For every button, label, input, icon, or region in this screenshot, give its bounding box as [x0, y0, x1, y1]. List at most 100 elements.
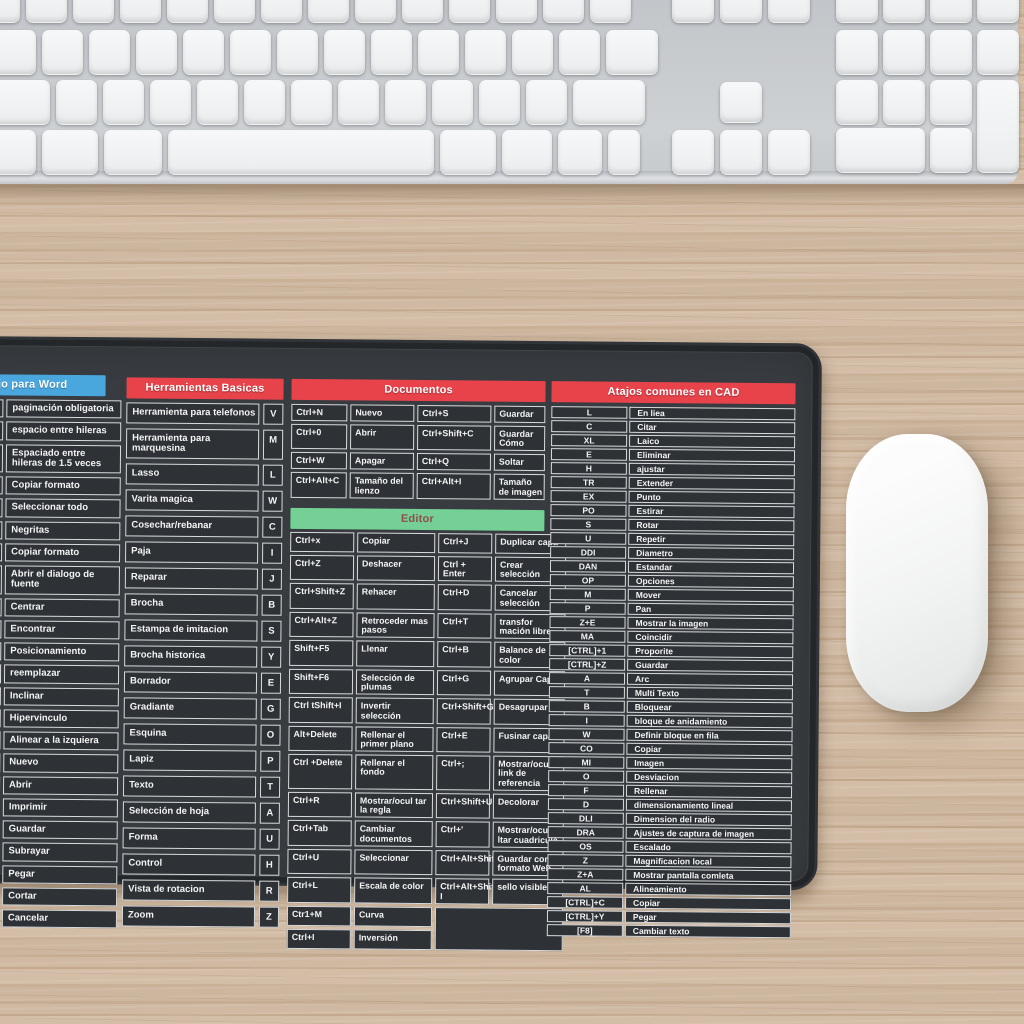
- cad-action-cell: Magnificacion local: [625, 854, 792, 869]
- editor-action-cell: Selección de plumas: [355, 669, 435, 696]
- word-key-cell: [0, 686, 1, 706]
- cad-shortcut-cell: O: [548, 770, 625, 783]
- editor-action-cell: Llenar: [356, 640, 435, 667]
- editor-shortcut-cell: Shift+F5: [289, 640, 354, 667]
- keyboard-key: [338, 80, 379, 124]
- tool-row: Brocha historica Y: [124, 645, 282, 668]
- editor-action-cell: Rehacer: [356, 583, 435, 610]
- keyboard-key: [42, 30, 83, 74]
- tool-key-cell: B: [261, 594, 282, 616]
- cad-shortcut-cell: CO: [548, 742, 625, 755]
- cad-shortcut-cell: [F8]: [546, 924, 623, 937]
- cad-action-cell: Estandar: [627, 560, 795, 575]
- cad-shortcut-cell: E: [550, 448, 628, 461]
- tool-key-cell: C: [262, 516, 283, 538]
- cad-action-cell: Eliminar: [628, 448, 796, 463]
- keyboard-key: [89, 30, 130, 74]
- word-action-cell: Abrir: [3, 775, 119, 796]
- editor-shortcut-cell: Ctrl+I: [286, 928, 351, 950]
- keyboard-key: [930, 80, 972, 124]
- document-action-cell: Guardar Cómo: [494, 425, 546, 452]
- cad-action-cell: Estirar: [628, 504, 795, 519]
- documents-table: Ctrl+N Nuevo Ctrl+S Guardar Ctrl+0 Abrir Ctrl+…: [290, 403, 546, 501]
- document-action-cell: Guardar: [494, 405, 546, 424]
- keyboard-key: [720, 0, 762, 22]
- keyboard-key: [73, 0, 114, 22]
- word-key-cell: [0, 497, 3, 517]
- word-action-cell: Guardar: [2, 820, 118, 840]
- tool-key-cell: T: [259, 776, 281, 798]
- cad-shortcut-cell: B: [548, 700, 625, 713]
- word-shortcuts-column: e atajo para Word paginación obligatoria…: [0, 373, 122, 929]
- cad-action-cell: Mover: [627, 588, 794, 603]
- cad-action-cell: Pan: [627, 602, 794, 617]
- cad-shortcut-cell: U: [550, 532, 627, 545]
- tool-row: Borrador E: [123, 671, 282, 694]
- editor-action-cell: Deshacer: [356, 555, 436, 582]
- keyboard-key: [418, 30, 459, 74]
- keyboard-key: [214, 0, 255, 22]
- tool-key-cell: U: [259, 828, 280, 850]
- tool-name-cell: Control: [122, 853, 256, 876]
- keyboard-key: [977, 0, 1019, 22]
- cad-shortcut-cell: L: [551, 406, 628, 419]
- word-action-cell: Nuevo: [3, 753, 119, 773]
- tool-name-cell: Herramienta para telefonos: [126, 402, 260, 425]
- keyboard-key: [559, 30, 600, 74]
- word-action-cell: Encontrar: [4, 620, 120, 640]
- tool-row: Selección de hoja A: [122, 801, 280, 824]
- editor-shortcut-cell: Ctrl+Shift+G: [436, 698, 494, 725]
- cad-shortcut-cell: PO: [550, 504, 627, 517]
- tools-column-header: Herramientas Basicas: [126, 377, 284, 400]
- tool-row: Control H: [122, 853, 280, 876]
- word-action-cell: Posicionamiento: [4, 642, 120, 662]
- basic-tools-table: Herramienta para telefonos V Herramienta p…: [121, 402, 284, 928]
- tool-name-cell: Brocha: [124, 593, 258, 616]
- tool-row: Lasso L: [125, 463, 283, 486]
- document-shortcut-cell: Ctrl+W: [290, 452, 347, 470]
- editor-shortcut-cell: Ctrl +Delete: [288, 754, 353, 790]
- word-action-cell: Imprimir: [2, 798, 118, 818]
- document-shortcut-cell: Ctrl+N: [291, 403, 348, 422]
- cad-action-cell: Rellenar: [626, 784, 793, 799]
- keyboard-key: [883, 30, 925, 74]
- word-action-cell: Copiar formato: [5, 476, 121, 496]
- keyboard-key: [768, 130, 810, 174]
- keyboard-key: [502, 130, 552, 174]
- tool-key-cell: Y: [261, 646, 282, 668]
- cad-shortcut-cell: S: [550, 518, 627, 531]
- keyboard-key: [261, 0, 302, 22]
- keyboard-key: [449, 0, 490, 22]
- cad-action-cell: Arc: [626, 672, 794, 687]
- editor-shortcut-cell: Alt+Delete: [288, 725, 353, 752]
- cad-action-cell: bloque de anidamiento: [626, 714, 793, 729]
- editor-shortcut-cell: Ctrl+D: [437, 584, 492, 611]
- editor-action-cell: Copiar: [357, 532, 436, 554]
- documents-editor-column: Documentos Ctrl+N Nuevo Ctrl+S Guardar Ctrl+…: [286, 378, 567, 952]
- word-action-cell: Centrar: [4, 597, 120, 618]
- cad-shortcut-cell: DAN: [549, 560, 627, 573]
- cad-action-cell: Citar: [629, 420, 796, 435]
- tool-key-cell: A: [259, 802, 280, 824]
- cad-action-cell: Diametro: [628, 546, 795, 561]
- document-action-cell: Abrir: [350, 424, 415, 451]
- tool-name-cell: Forma: [122, 827, 256, 850]
- editor-shortcut-cell: Ctrl+Alt+Z: [289, 611, 354, 638]
- keyboard-key: [371, 30, 412, 74]
- editor-action-cell: Rellenar el fondo: [355, 754, 434, 791]
- word-action-cell: Alinear a la izquiera: [3, 731, 119, 751]
- keyboard-key: [930, 128, 972, 172]
- tool-key-cell: S: [261, 620, 282, 642]
- document-shortcut-cell: Ctrl+Alt+I: [416, 473, 491, 500]
- cad-action-cell: Dimension del radio: [625, 812, 792, 827]
- keyboard-key: [183, 30, 224, 74]
- document-action-cell: Tamaño de imagen: [493, 474, 545, 501]
- tool-name-cell: Brocha historica: [124, 645, 258, 668]
- word-action-cell: Cortar: [2, 887, 118, 907]
- cad-action-cell: Copiar: [625, 896, 792, 911]
- keyboard-key: [103, 80, 144, 124]
- tool-row: Paja I: [125, 541, 283, 564]
- keyboard-key: [42, 130, 98, 174]
- tool-row: Herramienta para telefonos V: [126, 402, 284, 425]
- keyboard-key: [120, 0, 161, 22]
